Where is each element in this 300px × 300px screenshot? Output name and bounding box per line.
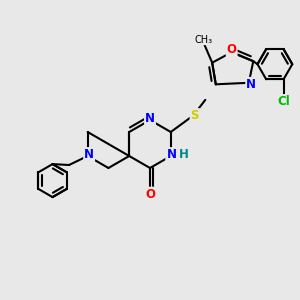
Text: N: N <box>246 78 256 91</box>
Text: H: H <box>178 148 188 161</box>
Text: Cl: Cl <box>277 95 290 108</box>
Text: O: O <box>227 43 237 56</box>
Text: S: S <box>190 109 199 122</box>
Text: N: N <box>167 148 177 161</box>
Text: N: N <box>145 112 155 125</box>
Text: O: O <box>145 188 155 201</box>
Text: N: N <box>84 148 94 161</box>
Text: CH₃: CH₃ <box>194 34 212 45</box>
Text: NH: NH <box>166 148 186 161</box>
